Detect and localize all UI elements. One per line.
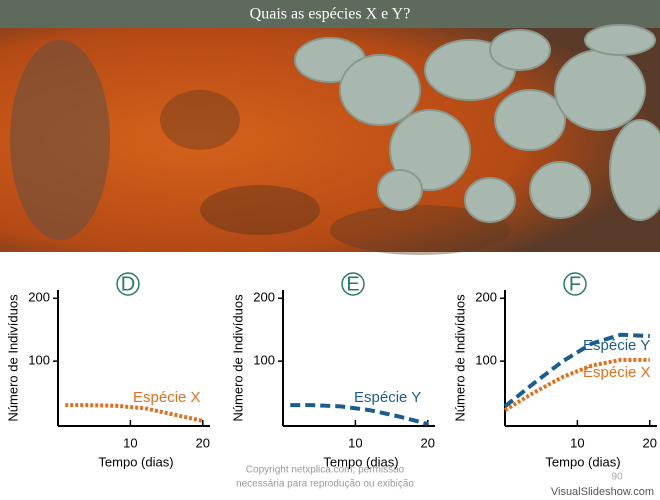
- y-tick-label: 200: [253, 290, 275, 305]
- series-line: [290, 403, 429, 426]
- series-label: Espécie Y: [354, 389, 421, 406]
- x-axis-label: Tempo (dias): [323, 454, 398, 469]
- watermark: VisualSlideshow.com: [551, 486, 654, 498]
- y-tick-label: 100: [253, 353, 275, 368]
- copyright: necessária para reprodução ou exibição: [236, 479, 414, 490]
- x-axis-label: Tempo (dias): [98, 454, 173, 469]
- slide-title: Quais as espécies X e Y?: [250, 6, 411, 23]
- series-line: [65, 403, 204, 423]
- panel-circle: [341, 272, 365, 296]
- series-label: Espécie X: [583, 364, 651, 381]
- y-tick-label: 100: [28, 353, 50, 368]
- y-tick-label: 200: [475, 290, 497, 305]
- x-tick-label: 20: [643, 435, 657, 450]
- y-axis-label: Número de Indivíduos: [5, 294, 20, 422]
- series-line: [503, 332, 650, 408]
- y-axis-label: Número de Indivíduos: [452, 294, 467, 422]
- y-tick-label: 100: [475, 353, 497, 368]
- x-tick-label: 10: [123, 435, 137, 450]
- y-axis-label: Número de Indivíduos: [230, 294, 245, 422]
- x-tick-label: 20: [421, 435, 435, 450]
- panel-label: E: [346, 273, 359, 295]
- x-tick-label: 10: [348, 435, 362, 450]
- x-axis-label: Tempo (dias): [545, 454, 620, 469]
- panel-circle: [116, 272, 140, 296]
- y-tick-label: 200: [28, 290, 50, 305]
- title-bar: [0, 0, 660, 28]
- photo: [0, 24, 660, 255]
- x-tick-label: 10: [570, 435, 584, 450]
- series-label: Espécie Y: [583, 337, 650, 354]
- series-label: Espécie X: [133, 389, 201, 406]
- panel-label: F: [569, 273, 581, 295]
- x-tick-label: 20: [196, 435, 210, 450]
- page-number: 90: [611, 472, 623, 483]
- copyright: Copyright netxplica.com; permissão: [246, 465, 405, 476]
- panel-label: D: [121, 273, 135, 295]
- series-line: [503, 357, 650, 412]
- panel-circle: [563, 272, 587, 296]
